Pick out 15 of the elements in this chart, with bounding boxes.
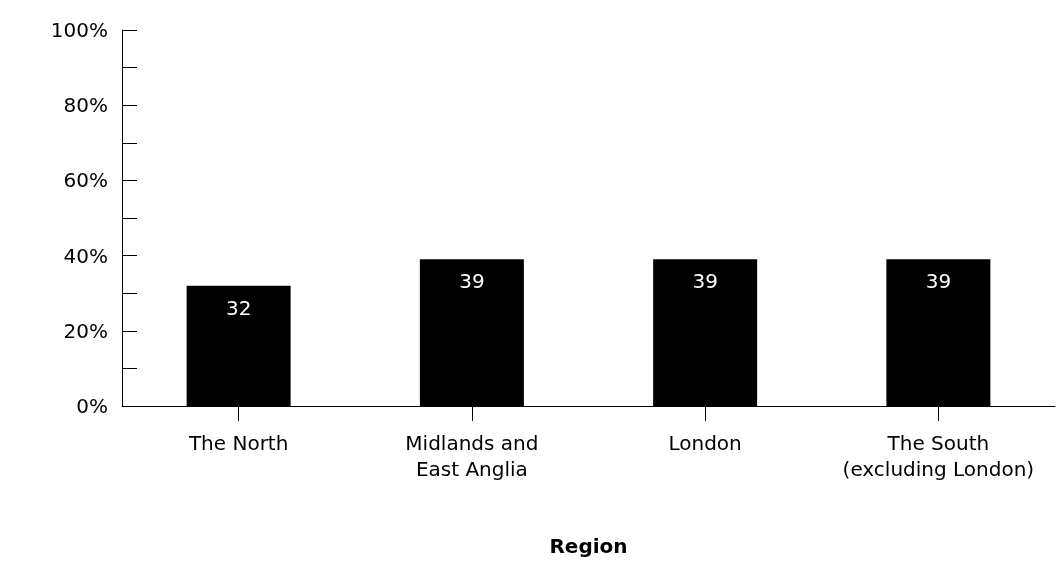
x-tick-label: Midlands and East Anglia [405,431,539,481]
data-label: 39 [459,269,485,294]
y-tick-label: 80% [63,93,108,118]
y-tick-label: 40% [63,243,108,268]
y-tick-label: 100% [50,18,108,42]
x-tick-label: The South (excluding London) [842,431,1035,481]
x-axis-title: Region [549,534,628,558]
data-label: 39 [692,269,718,294]
y-tick-label: 60% [63,168,108,193]
data-label: 32 [225,295,252,320]
data-label: 39 [925,269,952,294]
y-tick-label: 0% [76,394,108,418]
y-tick-label: 20% [63,318,108,343]
x-tick-label: London [668,431,742,455]
x-tick-label: The North [187,431,289,455]
